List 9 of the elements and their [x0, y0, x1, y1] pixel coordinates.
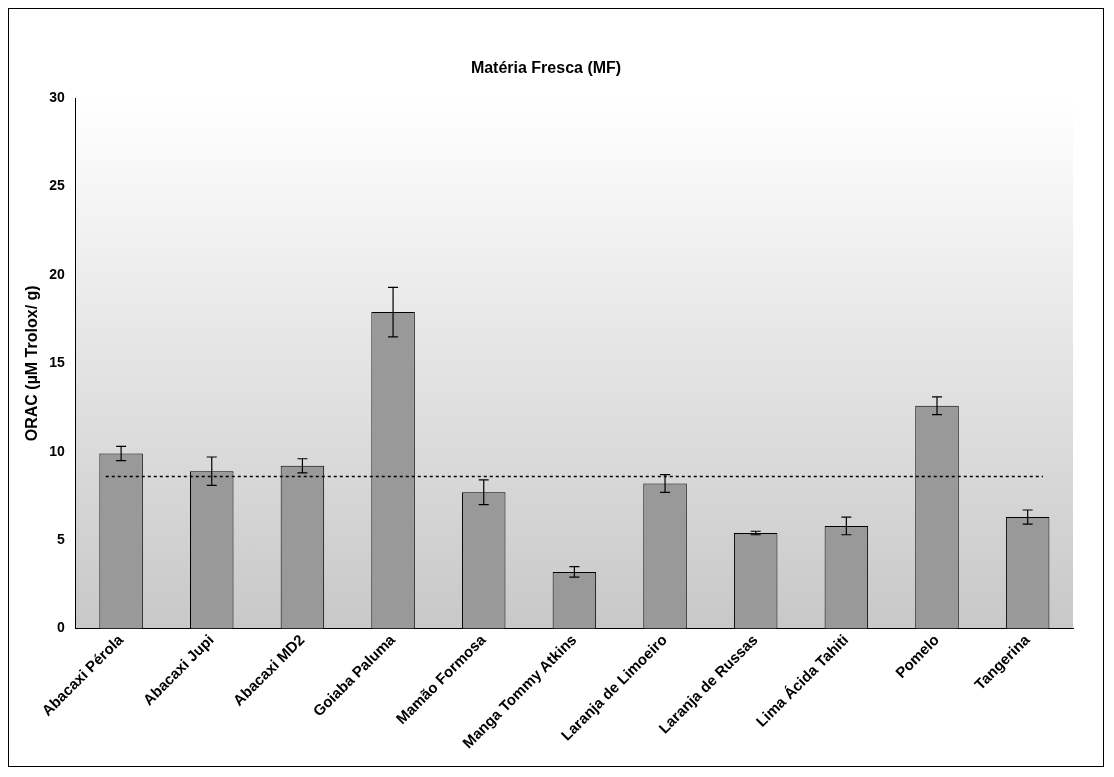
y-tick-label: 15 [49, 354, 65, 371]
y-axis-title: ORAC (µM Trolox/ g) [23, 285, 41, 442]
y-tick-label: 30 [49, 89, 65, 106]
y-tick-label: 10 [49, 442, 65, 459]
y-tick-label: 25 [49, 177, 65, 194]
y-tick-label: 0 [56, 619, 65, 636]
chart-title: Matéria Fresca (MF) [470, 59, 622, 77]
y-tick-label: 20 [49, 265, 65, 282]
y-tick-label: 5 [56, 530, 65, 547]
